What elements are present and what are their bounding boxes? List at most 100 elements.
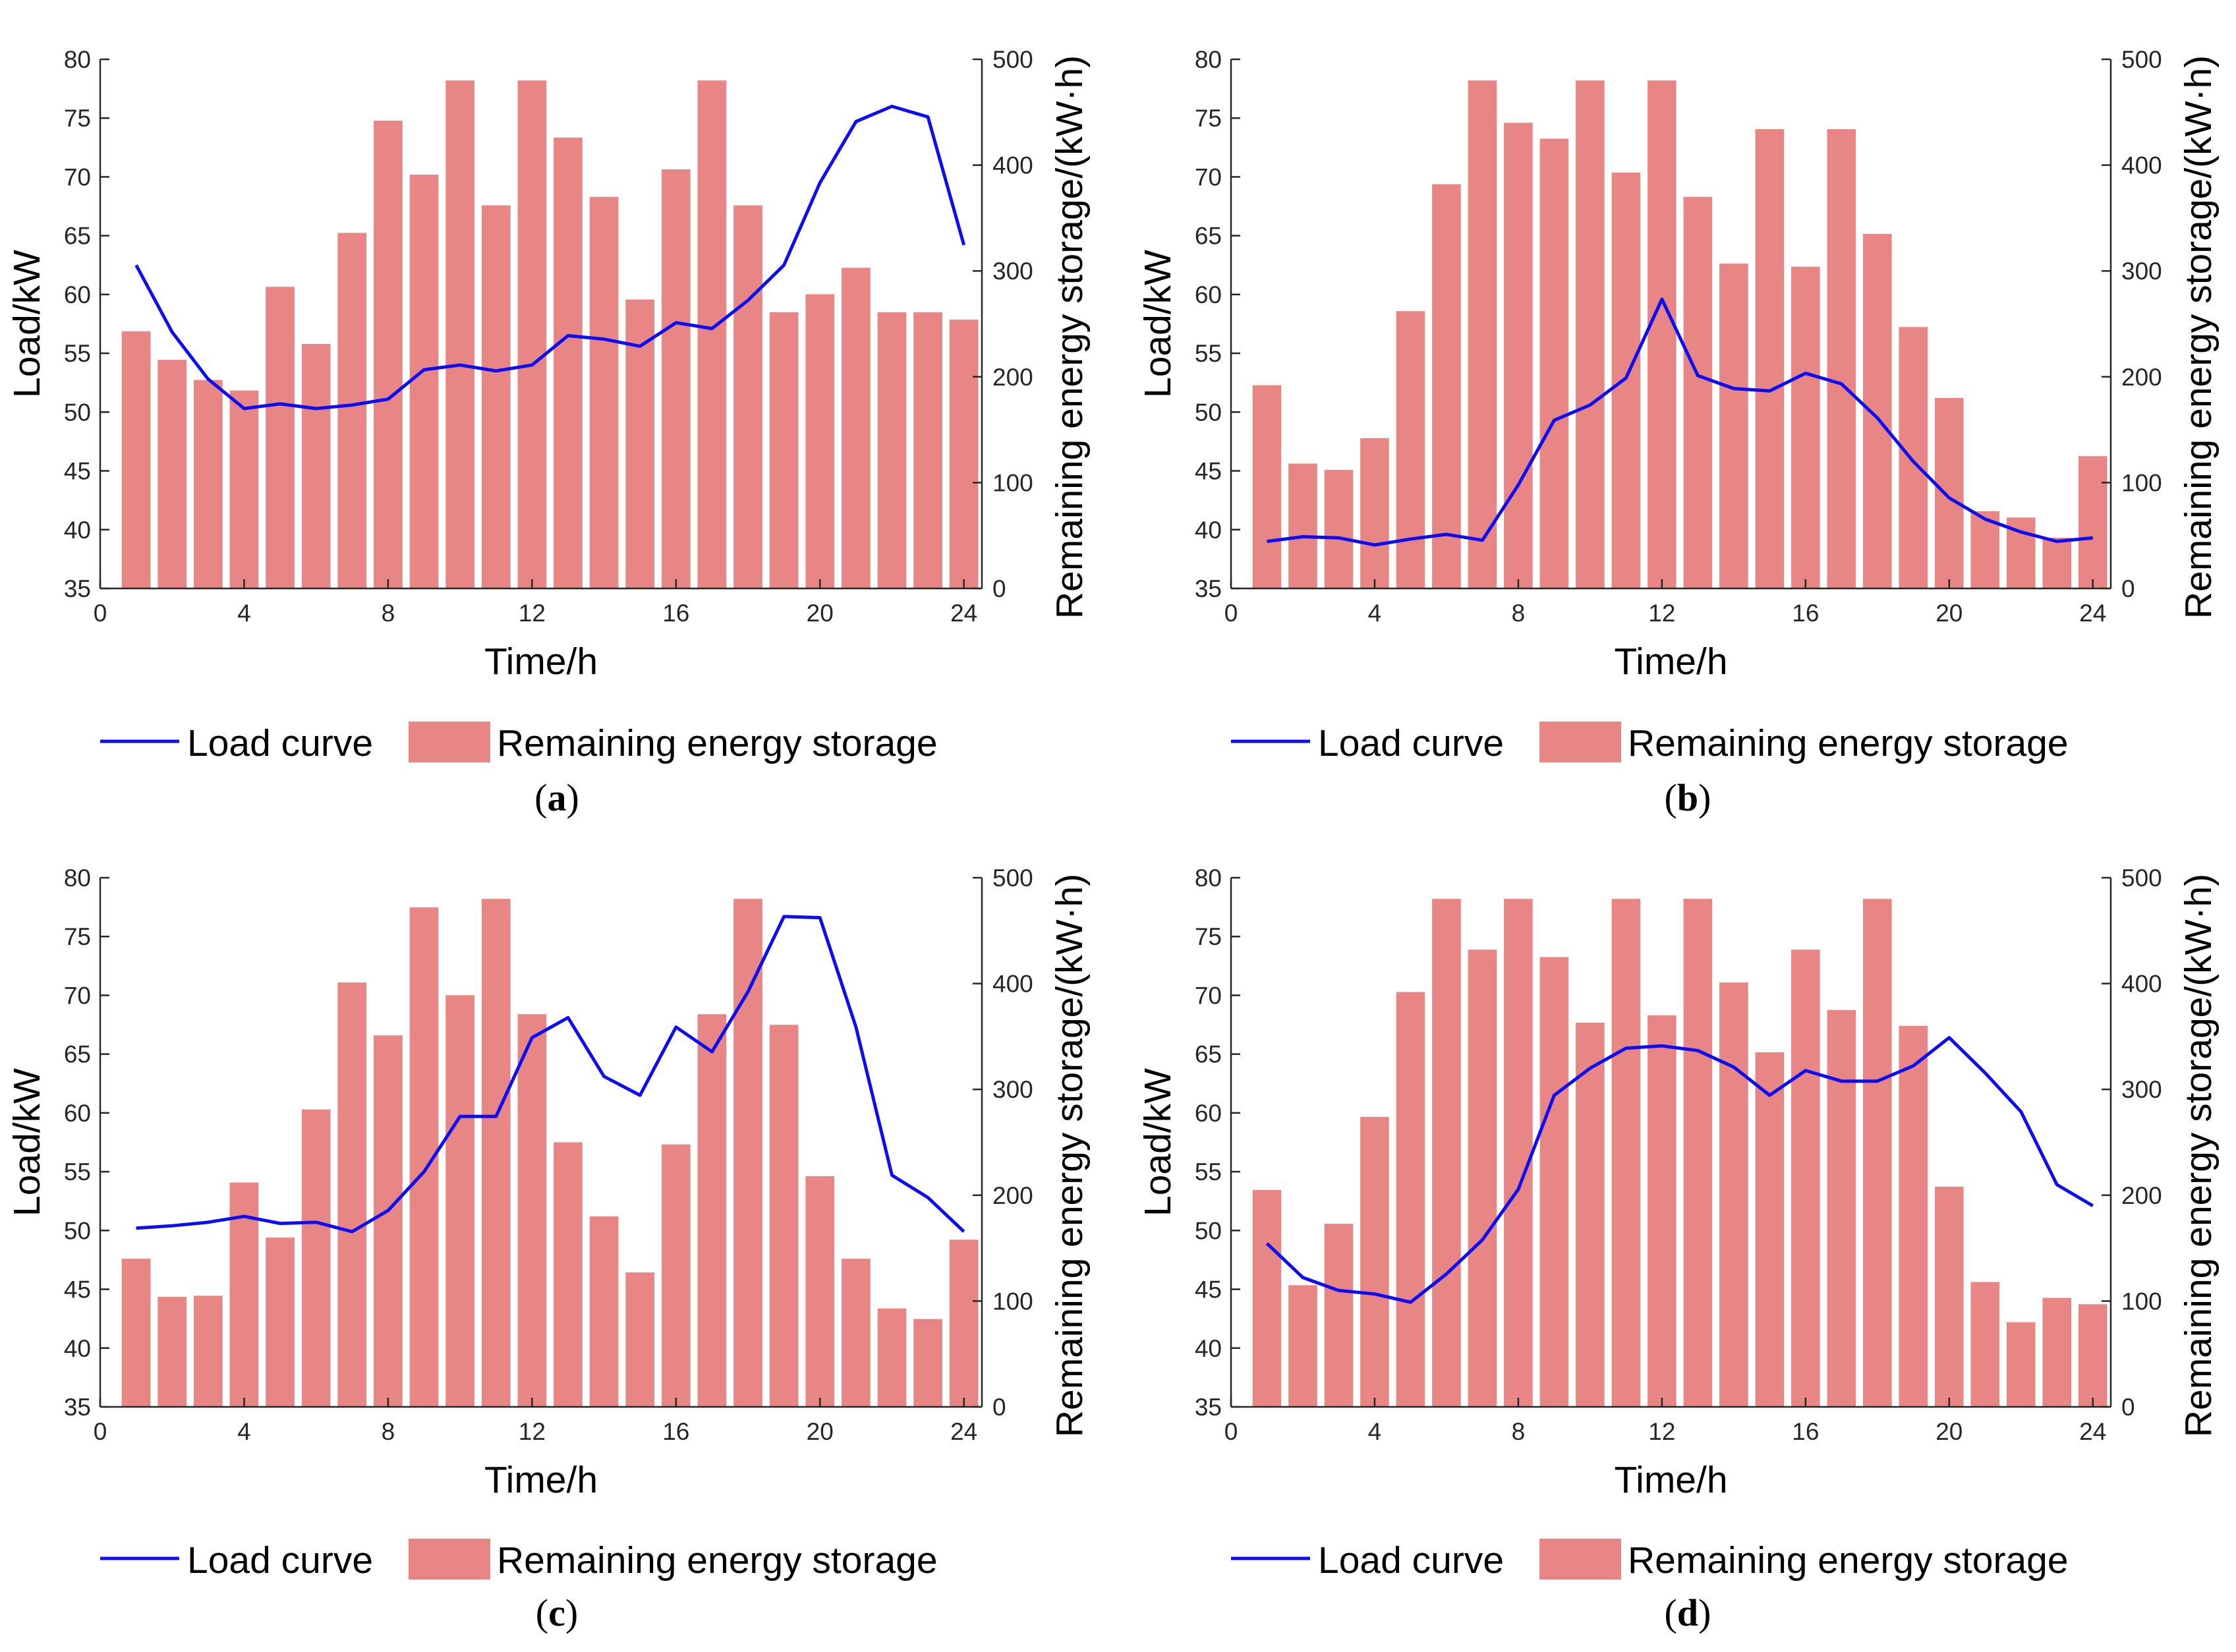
bar-a-16 <box>661 169 691 588</box>
bar-c-6 <box>301 1109 331 1407</box>
bar-b-24 <box>2078 456 2107 588</box>
legend-bar-swatch <box>409 1539 490 1580</box>
bar-a-4 <box>229 390 259 588</box>
legend: Load curve Remaining energy storage <box>1231 722 2069 764</box>
chart-panel-c: 0 4 8 12 16 20 24 35 40 45 50 55 60 65 70 75 80 0 100 200 30… <box>6 865 1091 1634</box>
bar-d-15 <box>1755 1052 1785 1407</box>
x-tick-label: 8 <box>382 1418 395 1445</box>
y-left-tick-label: 60 <box>1195 281 1222 308</box>
y-left-tick-label: 55 <box>1195 340 1222 367</box>
x-tick-label: 0 <box>1224 1418 1238 1445</box>
bar-a-18 <box>733 205 762 588</box>
bar-a-23 <box>913 312 942 588</box>
bar-b-7 <box>1468 80 1497 589</box>
y-right-tick-label: 100 <box>2121 1288 2162 1315</box>
y-left-tick-label: 50 <box>1195 399 1222 426</box>
bar-b-14 <box>1719 263 1748 588</box>
bar-a-9 <box>409 175 439 589</box>
y-left-tick-label: 35 <box>1195 1394 1222 1421</box>
bar-a-7 <box>337 233 367 588</box>
bar-b-13 <box>1683 196 1713 588</box>
y-left-tick-label: 50 <box>1195 1217 1222 1244</box>
y-right-tick-label: 500 <box>2121 865 2162 892</box>
bar-d-2 <box>1288 1285 1317 1407</box>
y-left-tick-label: 40 <box>64 517 91 544</box>
y-right-tick-label: 200 <box>2121 1182 2162 1209</box>
bar-c-15 <box>625 1272 655 1407</box>
y-left-tick-label: 35 <box>64 575 91 602</box>
bar-d-1 <box>1252 1189 1282 1407</box>
x-tick-label: 0 <box>94 600 107 627</box>
bar-d-5 <box>1396 992 1425 1407</box>
x-tick-label: 8 <box>1512 1418 1526 1445</box>
y-right-axis-label: Remaining energy storage/(kW·h) <box>1048 874 1091 1437</box>
bar-c-22 <box>877 1308 907 1407</box>
bar-d-10 <box>1576 1023 1605 1407</box>
bar-c-10 <box>445 995 474 1407</box>
bar-a-1 <box>121 331 151 588</box>
bar-a-3 <box>193 380 223 588</box>
panel-label: (b) <box>1665 776 1711 819</box>
y-left-axis-label: Load/kW <box>1137 250 1179 398</box>
y-right-tick-label: 100 <box>992 1288 1033 1315</box>
y-right-tick-label: 100 <box>992 469 1033 496</box>
bar-c-7 <box>337 982 367 1407</box>
bar-a-21 <box>842 268 871 588</box>
y-left-tick-label: 75 <box>1195 923 1222 950</box>
bar-c-18 <box>733 899 762 1407</box>
bar-d-9 <box>1539 957 1569 1407</box>
bar-d-8 <box>1504 899 1533 1407</box>
bar-d-13 <box>1683 899 1713 1407</box>
y-left-tick-label: 75 <box>64 105 91 132</box>
y-right-tick-label: 0 <box>992 575 1006 602</box>
legend-line-label: Load curve <box>1318 722 1504 764</box>
bar-a-6 <box>301 344 331 588</box>
legend-bar-label: Remaining energy storage <box>1628 722 2069 764</box>
x-tick-label: 16 <box>1792 1418 1819 1445</box>
x-tick-label: 24 <box>950 1418 977 1445</box>
bar-c-12 <box>517 1014 547 1407</box>
x-tick-label: 16 <box>662 600 689 627</box>
y-left-tick-label: 60 <box>1195 1100 1222 1127</box>
bar-a-22 <box>877 312 907 588</box>
bar-b-5 <box>1396 311 1425 588</box>
bar-c-20 <box>805 1176 835 1407</box>
y-left-tick-label: 55 <box>64 1158 91 1185</box>
chart-panel-d: 0 4 8 12 16 20 24 35 40 45 50 55 60 65 70 75 80 0 100 200 30… <box>1137 865 2220 1634</box>
bar-b-15 <box>1755 128 1785 589</box>
load-line-a <box>134 104 966 411</box>
bar-d-22 <box>2006 1322 2036 1407</box>
y-right-tick-label: 200 <box>992 1182 1033 1209</box>
panel-label: (d) <box>1665 1591 1711 1634</box>
y-right-tick-label: 200 <box>2121 364 2162 391</box>
bar-c-8 <box>374 1035 403 1407</box>
x-tick-label: 20 <box>1935 600 1963 627</box>
bar-b-23 <box>2042 537 2072 588</box>
y-left-tick-label: 45 <box>64 458 91 485</box>
bar-d-4 <box>1360 1116 1389 1407</box>
chart-panel-a: 0 4 8 12 16 20 24 35 40 45 50 55 60 65 70 75 80 0 100 200 30… <box>6 46 1091 819</box>
y-right-axis-label: Remaining energy storage/(kW·h) <box>2177 874 2220 1437</box>
legend-bar-label: Remaining energy storage <box>497 722 938 764</box>
y-left-tick-label: 50 <box>64 399 91 426</box>
bar-d-18 <box>1863 899 1892 1407</box>
legend-line-label: Load curve <box>1318 1539 1504 1581</box>
x-tick-label: 12 <box>1648 1418 1675 1445</box>
bar-b-10 <box>1576 80 1605 589</box>
bar-c-5 <box>266 1238 295 1407</box>
y-left-tick-label: 60 <box>64 281 91 308</box>
bar-a-17 <box>697 80 727 589</box>
bar-c-19 <box>769 1025 799 1407</box>
legend-bar-label: Remaining energy storage <box>1628 1539 2069 1581</box>
bar-b-16 <box>1791 266 1820 588</box>
bar-b-2 <box>1288 463 1317 588</box>
bar-c-3 <box>193 1296 223 1407</box>
y-left-tick-label: 45 <box>1195 458 1222 485</box>
x-axis-label: Time/h <box>484 641 598 683</box>
bar-d-12 <box>1648 1015 1677 1407</box>
y-left-tick-label: 70 <box>64 982 91 1009</box>
y-left-tick-label: 80 <box>64 46 91 73</box>
y-left-tick-label: 55 <box>1195 1158 1222 1185</box>
x-tick-label: 24 <box>950 600 977 627</box>
